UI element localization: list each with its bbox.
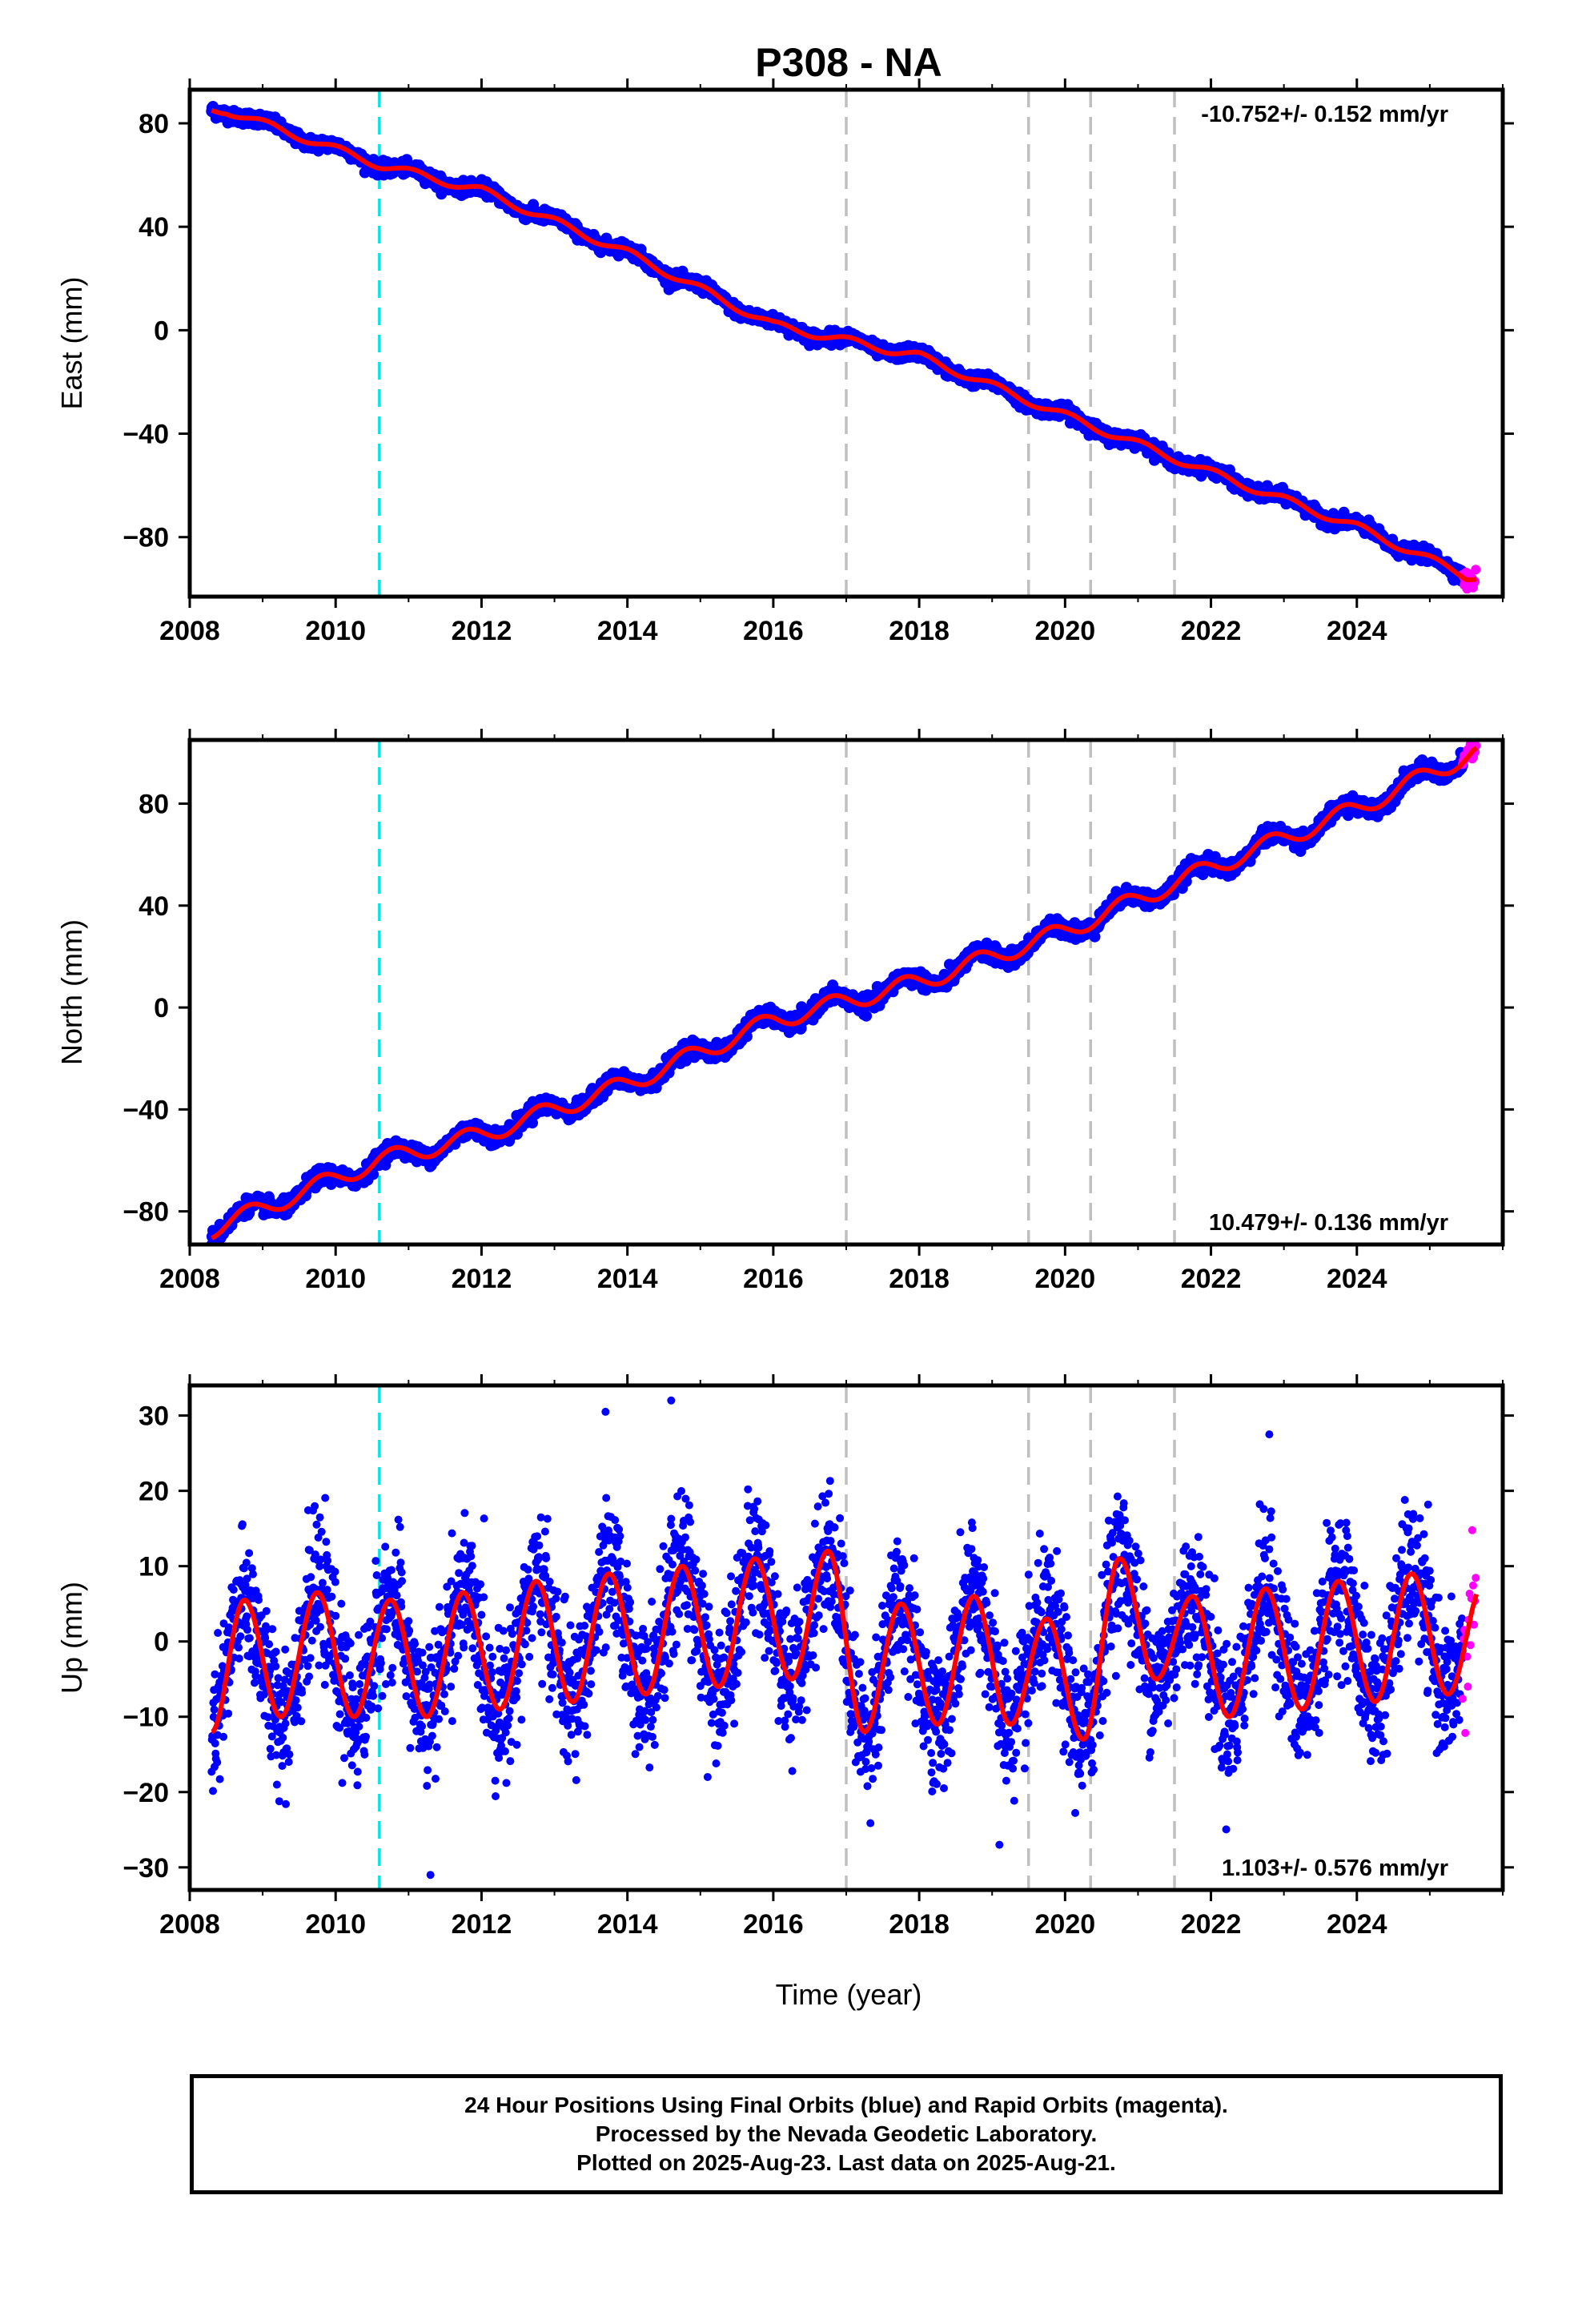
x-tick-label: 2008 xyxy=(159,616,220,646)
y-tick-label: −80 xyxy=(122,523,169,553)
panel-1: 2008 2010 2012 2014 2016 2018 2020 2022 2024 −80 −… xyxy=(55,78,1514,646)
chart-title: P308 - NA xyxy=(755,40,942,85)
plot-area xyxy=(206,90,1481,597)
x-tick-label: 2014 xyxy=(597,616,658,646)
final-orbit-point xyxy=(861,1010,873,1022)
final-orbit-points xyxy=(206,746,1468,1244)
x-tick-label: 2012 xyxy=(452,616,512,646)
panels: 2008 2010 2012 2014 2016 2018 2020 2022 2024 −80 −… xyxy=(55,78,1514,1940)
plot-area xyxy=(206,740,1481,1244)
x-tick-label: 2020 xyxy=(1035,616,1096,646)
panel-2: 2008 2010 2012 2014 2016 2018 2020 2022 2024−80−… xyxy=(55,729,1514,1294)
x-tick-label: 2018 xyxy=(889,616,950,646)
velocity-label: -10.752+/- 0.152 mm/yr xyxy=(1201,102,1448,127)
y-tick-label: 80 xyxy=(139,109,169,139)
x-tick-label: 2016 xyxy=(743,616,804,646)
rapid-orbit-point xyxy=(1471,565,1481,575)
x-tick-label: 2010 xyxy=(305,616,366,646)
y-axis-label: East (mm) xyxy=(55,277,88,410)
x-tick-label: 2022 xyxy=(1181,616,1242,646)
y-tick-label: −40 xyxy=(122,420,169,450)
final-orbit-points xyxy=(206,101,1468,587)
y-tick-label: 0 xyxy=(154,316,169,346)
x-tick-label: 2024 xyxy=(1327,616,1387,646)
y-tick-label: 40 xyxy=(139,212,169,243)
